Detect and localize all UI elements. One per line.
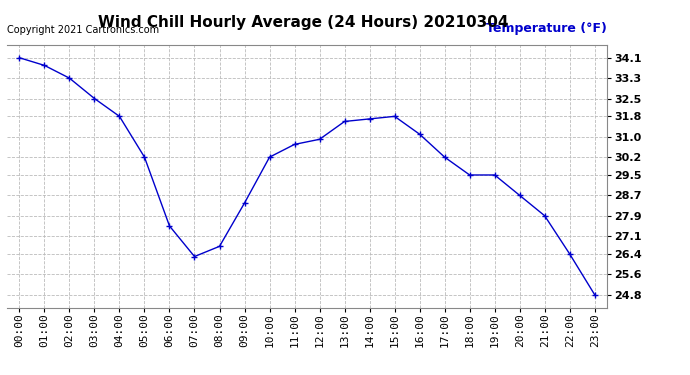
Text: Copyright 2021 Cartronics.com: Copyright 2021 Cartronics.com [7, 24, 159, 34]
Text: Temperature (°F): Temperature (°F) [486, 21, 607, 34]
Text: Wind Chill Hourly Average (24 Hours) 20210304: Wind Chill Hourly Average (24 Hours) 202… [99, 15, 509, 30]
